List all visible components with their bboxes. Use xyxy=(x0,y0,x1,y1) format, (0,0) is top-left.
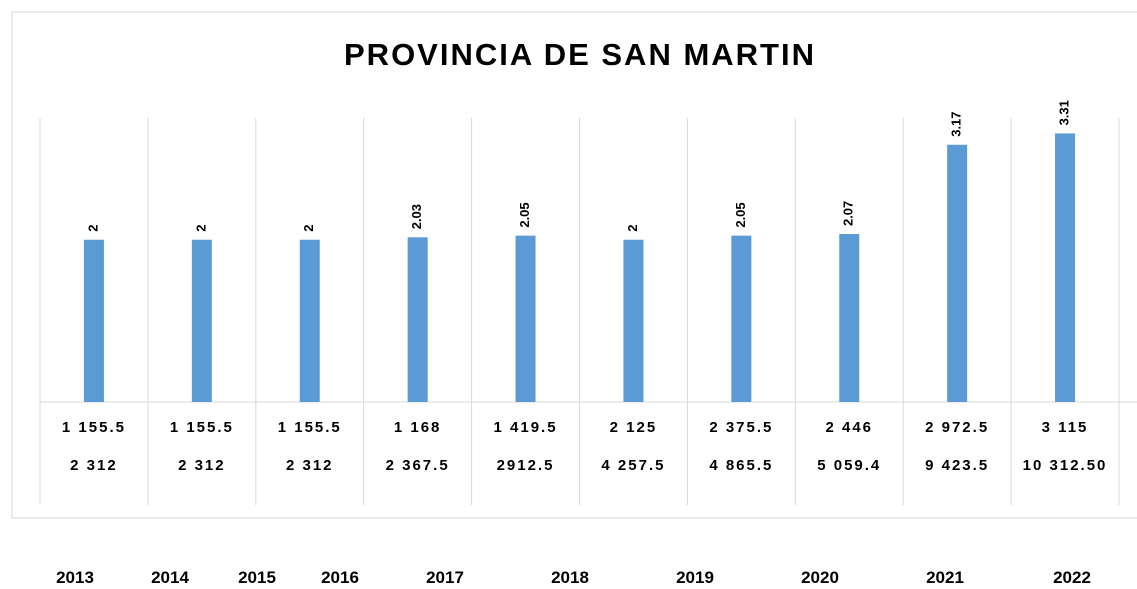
chart-title: PROVINCIA DE SAN MARTIN xyxy=(344,37,816,72)
value-label: 2 xyxy=(193,224,208,231)
table-cell: 2912.5 xyxy=(496,457,555,474)
year-label: 2021 xyxy=(926,568,964,587)
table-cell: 2 125 xyxy=(609,419,658,436)
table-cell: 5 059.4 xyxy=(817,457,882,474)
table-cell: 2 972.5 xyxy=(925,419,990,436)
bar xyxy=(515,235,536,402)
chart-border xyxy=(11,11,1137,519)
table-cell: 1 155.5 xyxy=(277,419,342,436)
year-label: 2015 xyxy=(238,568,276,587)
year-label: 2016 xyxy=(321,568,359,587)
table-cell: 2 375.5 xyxy=(709,419,774,436)
bar xyxy=(83,239,104,402)
value-label: 3.31 xyxy=(1056,100,1071,125)
bar xyxy=(191,239,212,402)
bar xyxy=(623,239,644,402)
table-cell: 10 312.50 xyxy=(1022,457,1108,474)
year-label: 2014 xyxy=(151,568,189,587)
table-cell: 4 257.5 xyxy=(601,457,666,474)
value-label: 2.05 xyxy=(733,202,748,227)
table-cell: 2 312 xyxy=(285,457,334,474)
table-cell: 1 419.5 xyxy=(493,419,558,436)
table-cell: 2 446 xyxy=(825,419,874,436)
table-cell: 2 367.5 xyxy=(385,457,450,474)
table-cell: 4 865.5 xyxy=(709,457,774,474)
year-label: 2019 xyxy=(676,568,714,587)
bar xyxy=(839,234,860,402)
year-label: 2013 xyxy=(56,568,94,587)
table-cell: 2 312 xyxy=(178,457,226,474)
value-label: 2.05 xyxy=(517,202,532,227)
year-label: 2018 xyxy=(551,568,589,587)
bar xyxy=(407,237,428,402)
year-label: 2022 xyxy=(1053,568,1091,587)
table-cell: 1 168 xyxy=(393,419,442,436)
year-label: 2020 xyxy=(801,568,839,587)
bar xyxy=(299,239,320,402)
bar xyxy=(731,235,752,402)
table-cell: 3 115 xyxy=(1041,419,1089,436)
value-label: 2.07 xyxy=(841,201,856,226)
value-label: 2 xyxy=(85,224,100,231)
table-cell: 1 155.5 xyxy=(169,419,234,436)
bar xyxy=(1055,133,1076,402)
table-cell: 2 312 xyxy=(70,457,118,474)
bar xyxy=(947,144,968,402)
value-label: 3.17 xyxy=(949,111,964,136)
table-cell: 1 155.5 xyxy=(61,419,126,436)
value-label: 2 xyxy=(301,224,316,231)
value-label: 2 xyxy=(625,224,640,231)
table-cell: 9 423.5 xyxy=(925,457,990,474)
year-label: 2017 xyxy=(426,568,464,587)
value-label: 2.03 xyxy=(409,204,424,229)
